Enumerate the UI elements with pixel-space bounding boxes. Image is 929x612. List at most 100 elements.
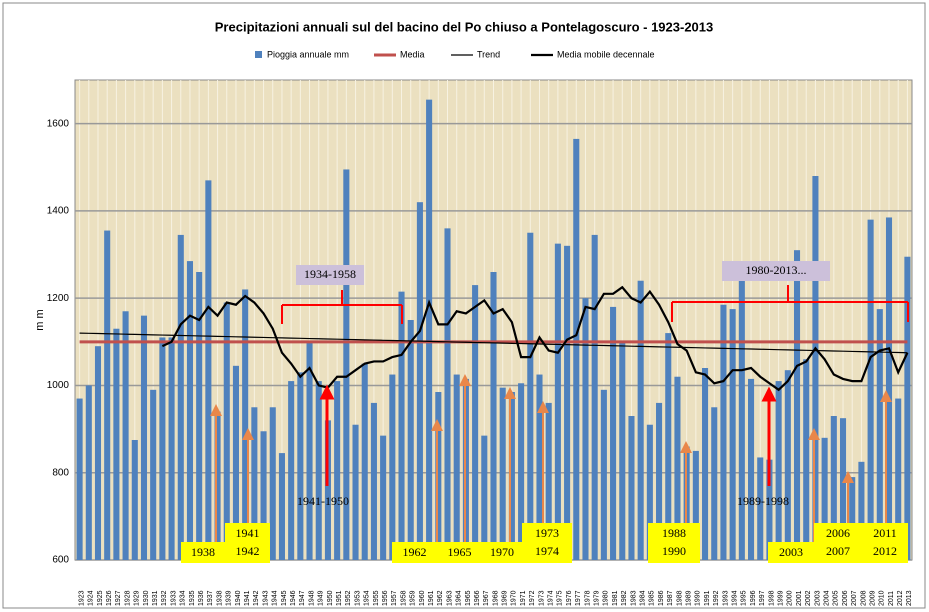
year-label: 1941 [236, 526, 260, 540]
x-tick-label: 1976 [566, 590, 573, 606]
y-tick-label: 600 [52, 555, 69, 566]
bar [536, 374, 543, 560]
legend-swatch [255, 51, 262, 58]
bar [214, 411, 221, 560]
year-label: 1938 [191, 545, 215, 559]
x-tick-label: 1948 [308, 590, 315, 606]
period-label: 1934-1958 [304, 267, 356, 281]
x-tick-label: 1946 [290, 590, 297, 606]
bar [656, 402, 663, 560]
bar [150, 389, 157, 560]
year-label: 1965 [448, 545, 472, 559]
bar [784, 370, 791, 560]
legend-label: Pioggia annuale mm [267, 49, 349, 59]
x-tick-label: 1930 [143, 590, 150, 606]
bar [122, 311, 129, 560]
x-tick-label: 1994 [731, 590, 738, 606]
year-label: 2012 [873, 544, 897, 558]
x-tick-label: 1940 [235, 590, 242, 606]
x-tick-label: 1936 [198, 590, 205, 606]
decade-label: 1941-1950 [297, 494, 349, 508]
bar [674, 376, 681, 560]
year-label: 2003 [779, 545, 803, 559]
year-label: 1962 [403, 545, 427, 559]
year-box [225, 523, 270, 563]
legend-label: Media mobile decennale [557, 49, 655, 59]
y-tick-label: 1400 [47, 206, 70, 217]
bar [343, 169, 350, 561]
bar [352, 424, 359, 560]
x-tick-label: 1998 [768, 590, 775, 606]
bar [702, 368, 709, 560]
x-tick-label: 1964 [456, 590, 463, 606]
x-tick-label: 1978 [584, 590, 591, 606]
x-tick-label: 1938 [216, 590, 223, 606]
bar [610, 306, 617, 560]
y-tick-label: 1000 [47, 380, 70, 391]
annotations: 1934-1958 1980-2013... 1941-1950 1989-19… [181, 261, 909, 563]
bar [398, 291, 405, 560]
bar [600, 389, 607, 560]
year-box [814, 523, 862, 563]
bar [370, 402, 377, 560]
x-tick-label: 1944 [272, 590, 279, 606]
x-tick-label: 1969 [502, 590, 509, 606]
period-label: 1980-2013... [746, 263, 807, 277]
bar [159, 337, 166, 560]
bar [895, 398, 902, 560]
x-tick-label: 1932 [161, 590, 168, 606]
bar [186, 261, 194, 560]
x-tick-label: 1937 [207, 590, 214, 606]
x-tick-label: 1986 [658, 590, 665, 606]
x-tick-label: 1934 [180, 590, 187, 606]
bar [518, 383, 525, 560]
year-box [437, 542, 482, 563]
x-tick-label: 1983 [630, 590, 637, 606]
bar [324, 420, 331, 560]
x-tick-label: 1941 [244, 590, 251, 606]
bar [444, 228, 451, 560]
x-tick-label: 1977 [575, 590, 582, 606]
legend-label: Media [400, 49, 425, 59]
bar [196, 272, 203, 560]
y-axis-label: m m [34, 309, 46, 330]
x-tick-label: 1999 [777, 590, 784, 606]
bar [830, 416, 837, 560]
bar [793, 250, 801, 560]
x-tick-label: 1947 [299, 590, 306, 606]
x-tick-label: 1997 [759, 590, 766, 606]
bar [389, 374, 396, 560]
y-tick-label: 800 [52, 467, 69, 478]
x-tick-label: 1928 [124, 590, 131, 606]
bar [711, 407, 718, 560]
x-tick-label: 1984 [640, 590, 647, 606]
x-tick-label: 1987 [667, 590, 674, 606]
x-tick-label: 1968 [492, 590, 499, 606]
x-tick-label: 1974 [548, 590, 555, 606]
chart-title: Precipitazioni annuali sul del bacino de… [215, 19, 713, 34]
bar [361, 363, 368, 560]
x-tick-label: 1979 [594, 590, 601, 606]
year-box [862, 523, 908, 563]
bar [306, 341, 313, 560]
x-tick-label: 1963 [446, 590, 453, 606]
x-tick-label: 1959 [410, 590, 417, 606]
x-tick-label: 1973 [538, 590, 545, 606]
period-box [296, 265, 364, 285]
year-label: 1942 [236, 544, 260, 558]
x-tick-label: 1956 [382, 590, 389, 606]
x-tick-label: 2004 [823, 590, 830, 606]
bar [85, 385, 92, 560]
bar [858, 461, 865, 560]
x-tick-label: 1955 [373, 590, 380, 606]
bar [435, 392, 442, 560]
bar [692, 450, 699, 560]
line [161, 285, 909, 392]
x-tick-label: 1993 [722, 590, 729, 606]
x-tick-label: 1951 [336, 590, 343, 606]
x-tick-label: 1925 [97, 590, 104, 606]
x-tick-label: 1988 [676, 590, 683, 606]
bar [748, 378, 755, 560]
year-label: 2007 [826, 544, 850, 558]
bar [729, 309, 736, 560]
